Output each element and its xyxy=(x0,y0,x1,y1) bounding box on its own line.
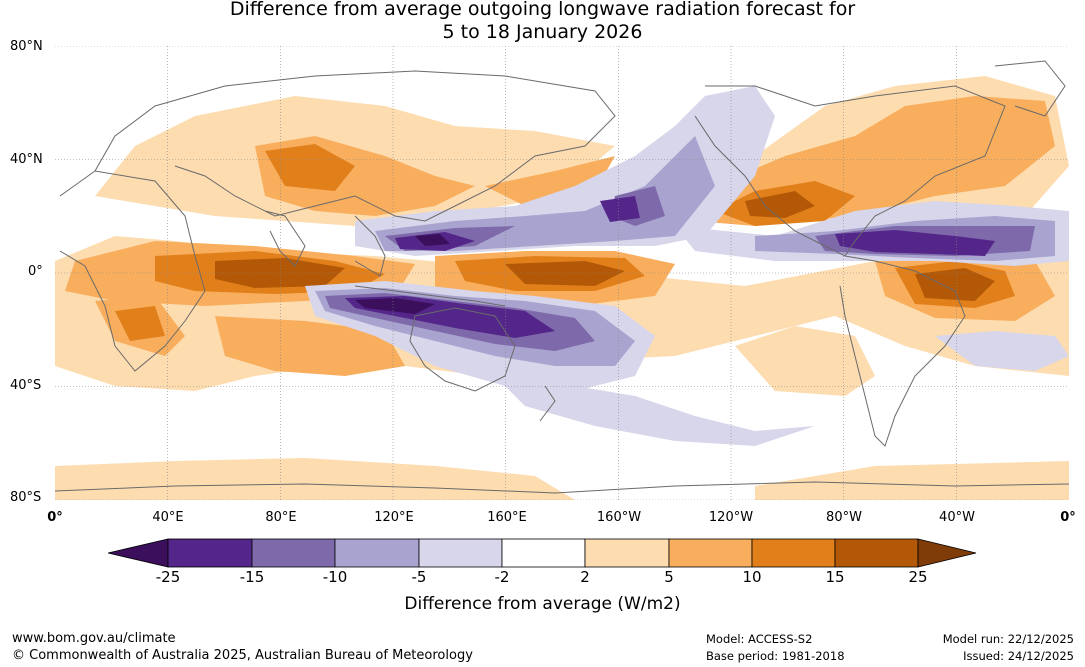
coastline-new-zealand xyxy=(539,385,556,422)
colorbar-tick-label: -5 xyxy=(411,568,427,586)
coastline-indonesia xyxy=(354,285,506,307)
lat-label-80s: 80°S xyxy=(10,490,42,505)
footer-model-run: Model run: 22/12/2025 xyxy=(942,632,1074,646)
anomaly-region xyxy=(755,461,1069,500)
lon-label-40w: 40°W xyxy=(939,510,975,525)
footer-url[interactable]: www.bom.gov.au/climate xyxy=(12,631,176,646)
anomaly-region xyxy=(355,298,435,314)
lat-label-40s: 40°S xyxy=(10,378,42,393)
coastlines xyxy=(55,60,1069,494)
anomaly-region xyxy=(115,306,165,341)
colorbar-segment xyxy=(167,538,253,568)
anomaly-region xyxy=(745,191,815,218)
anomaly-region xyxy=(505,261,625,286)
colorbar-tick-label: -25 xyxy=(155,568,181,586)
graticule xyxy=(55,46,1069,500)
coastline-north-america xyxy=(694,85,1006,257)
colorbar-segment xyxy=(334,538,420,568)
lon-label-120w: 120°W xyxy=(708,510,754,525)
colorbar xyxy=(108,538,977,568)
lon-label-40e: 40°E xyxy=(152,510,184,525)
colorbar-segment xyxy=(834,538,919,568)
anomaly-region xyxy=(935,331,1069,371)
coastline-eurasia xyxy=(94,70,616,222)
lat-label-equator: 0° xyxy=(28,264,43,279)
anomaly-region xyxy=(215,316,405,376)
footer-copyright: © Commonwealth of Australia 2025, Austra… xyxy=(12,648,473,663)
coastline-greenland xyxy=(994,60,1066,117)
colorbar-segment xyxy=(251,538,336,568)
colorbar-segment xyxy=(584,538,670,568)
colorbar-segment xyxy=(751,538,836,568)
colorbar-segment xyxy=(668,538,753,568)
coastline-south-america xyxy=(839,255,966,447)
lon-label-80e: 80°E xyxy=(265,510,297,525)
anomaly-fields xyxy=(55,76,1069,500)
colorbar-tick-label: 2 xyxy=(580,568,590,586)
anomaly-region xyxy=(265,144,355,191)
colorbar-tick-label: -10 xyxy=(322,568,348,586)
coastline-se-asia xyxy=(354,215,386,277)
colorbar-tick-label: -2 xyxy=(494,568,510,586)
lon-label-0-right: 0° xyxy=(1060,510,1076,525)
colorbar-segment-above-25 xyxy=(917,538,977,568)
anomaly-region xyxy=(835,230,995,256)
anomaly-region xyxy=(735,326,875,396)
colorbar-tick-label: 25 xyxy=(908,568,928,586)
colorbar-segment-below-25 xyxy=(108,538,169,568)
colorbar-tick-label: 15 xyxy=(825,568,845,586)
coastline-australia xyxy=(409,307,516,392)
anomaly-map xyxy=(55,46,1069,500)
lon-label-120e: 120°E xyxy=(374,510,414,525)
lat-label-80n: 80°N xyxy=(10,39,43,54)
colorbar-title: Difference from average (W/m2) xyxy=(404,594,681,614)
colorbar-tick-label: -15 xyxy=(239,568,265,586)
colorbar-tick-label: 10 xyxy=(742,568,762,586)
footer-issued: Issued: 24/12/2025 xyxy=(963,649,1074,663)
anomaly-region xyxy=(55,458,575,500)
coastline-africa xyxy=(59,170,206,372)
anomaly-region xyxy=(415,234,450,246)
lon-label-80w: 80°W xyxy=(826,510,862,525)
lon-label-160e: 160°E xyxy=(487,510,527,525)
anomaly-region xyxy=(495,376,815,446)
lat-label-40n: 40°N xyxy=(10,152,43,167)
lon-label-160w: 160°W xyxy=(596,510,642,525)
footer-base-period: Base period: 1981-2018 xyxy=(706,649,845,663)
map-title-line2: 5 to 18 January 2026 xyxy=(442,21,643,43)
coastline-antarctica xyxy=(55,481,1069,494)
anomaly-region xyxy=(915,268,995,301)
map-title-line1: Difference from average outgoing longwav… xyxy=(229,0,856,20)
anomaly-region xyxy=(600,196,640,222)
coastline-india xyxy=(264,210,306,267)
colorbar-tick-label: 5 xyxy=(664,568,674,586)
colorbar-segment xyxy=(501,538,586,568)
colorbar-segment xyxy=(418,538,503,568)
footer-model: Model: ACCESS-S2 xyxy=(706,632,813,646)
lon-label-0-left: 0° xyxy=(47,510,63,525)
